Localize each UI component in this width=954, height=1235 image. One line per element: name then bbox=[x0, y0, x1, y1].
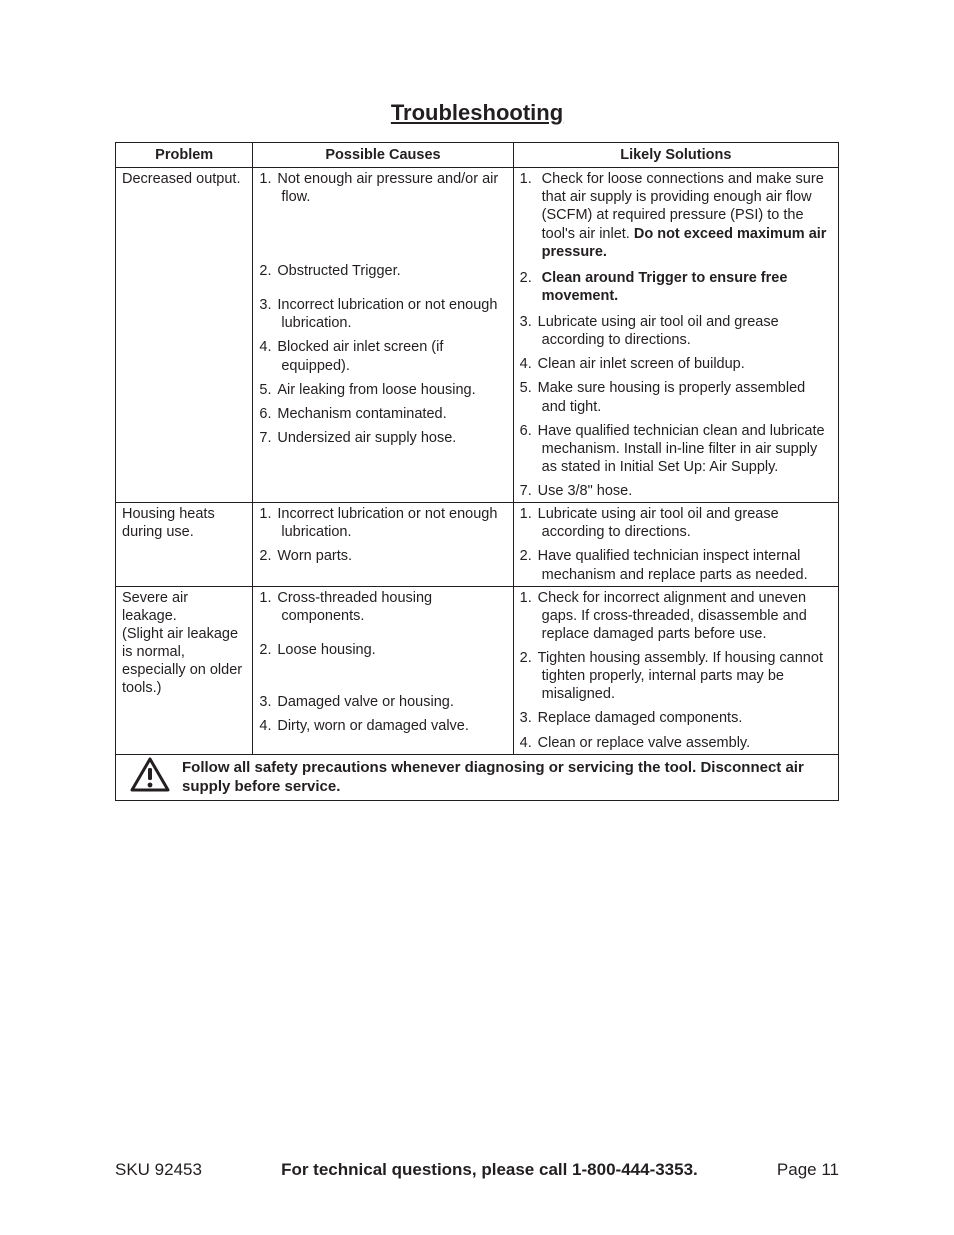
solution-item: Replace damaged components. bbox=[520, 709, 832, 733]
cell-causes: Incorrect lubrication or not enough lubr… bbox=[253, 503, 513, 587]
solution-item: Check for loose connections and make sur… bbox=[520, 170, 832, 269]
cause-item: Not enough air pressure and/or air flow. bbox=[259, 170, 506, 262]
cell-problem: Decreased output. bbox=[116, 168, 253, 503]
solution-item: Use 3/8" hose. bbox=[520, 482, 832, 500]
cause-item: Damaged valve or housing. bbox=[259, 693, 506, 717]
cause-item: Incorrect lubrication or not enough lubr… bbox=[259, 296, 506, 338]
cause-item: Incorrect lubrication or not enough lubr… bbox=[259, 505, 506, 547]
footer-sku: SKU 92453 bbox=[115, 1160, 202, 1180]
table-header-row: Problem Possible Causes Likely Solutions bbox=[116, 143, 839, 168]
table-footer-row: Follow all safety precautions whenever d… bbox=[116, 754, 839, 800]
cause-item: Loose housing. bbox=[259, 641, 506, 693]
header-problem: Problem bbox=[116, 143, 253, 168]
solution-item: Make sure housing is properly assembled … bbox=[520, 379, 832, 421]
cause-item: Worn parts. bbox=[259, 547, 506, 565]
solution-item: Clean around Trigger to ensure free move… bbox=[520, 269, 832, 313]
solution-item: Check for incorrect alignment and uneven… bbox=[520, 589, 832, 649]
warning-cell: Follow all safety precautions whenever d… bbox=[116, 754, 839, 800]
footer-phone: For technical questions, please call 1-8… bbox=[281, 1160, 698, 1180]
table-row: Severe air leakage. (Slight air leakage … bbox=[116, 586, 839, 754]
solution-item: Clean or replace valve assembly. bbox=[520, 734, 832, 752]
cause-item: Air leaking from loose housing. bbox=[259, 381, 506, 405]
cause-item: Obstructed Trigger. bbox=[259, 262, 506, 296]
cell-solutions: Check for loose connections and make sur… bbox=[513, 168, 838, 503]
solution-item: Lubricate using air tool oil and grease … bbox=[520, 505, 832, 547]
solution-item: Have qualified technician inspect intern… bbox=[520, 547, 832, 583]
solution-item: Have qualified technician clean and lubr… bbox=[520, 422, 832, 482]
page: Troubleshooting Problem Possible Causes … bbox=[0, 0, 954, 1235]
cell-problem: Severe air leakage. (Slight air leakage … bbox=[116, 586, 253, 754]
cell-causes: Cross-threaded housing components. Loose… bbox=[253, 586, 513, 754]
cause-item: Blocked air inlet screen (if equipped). bbox=[259, 338, 506, 380]
header-causes: Possible Causes bbox=[253, 143, 513, 168]
cell-problem: Housing heats during use. bbox=[116, 503, 253, 587]
warning-text: Follow all safety precautions whenever d… bbox=[182, 758, 832, 797]
cause-item: Cross-threaded housing components. bbox=[259, 589, 506, 641]
solution-item: Tighten housing assembly. If housing can… bbox=[520, 649, 832, 709]
warning-icon bbox=[130, 757, 170, 798]
solution-item: Lubricate using air tool oil and grease … bbox=[520, 313, 832, 355]
solution-item: Clean air inlet screen of buildup. bbox=[520, 355, 832, 379]
page-footer: SKU 92453 For technical questions, pleas… bbox=[115, 1160, 839, 1180]
table-row: Housing heats during use. Incorrect lubr… bbox=[116, 503, 839, 587]
cause-item: Mechanism contaminated. bbox=[259, 405, 506, 429]
table-row: Decreased output. Not enough air pressur… bbox=[116, 168, 839, 503]
cell-solutions: Lubricate using air tool oil and grease … bbox=[513, 503, 838, 587]
cell-causes: Not enough air pressure and/or air flow.… bbox=[253, 168, 513, 503]
header-solutions: Likely Solutions bbox=[513, 143, 838, 168]
solution-bold: Clean around Trigger to ensure free move… bbox=[542, 270, 788, 304]
cause-item: Dirty, worn or damaged valve. bbox=[259, 717, 506, 735]
troubleshooting-table: Problem Possible Causes Likely Solutions… bbox=[115, 142, 839, 801]
section-title: Troubleshooting bbox=[115, 100, 839, 126]
cause-item: Undersized air supply hose. bbox=[259, 429, 506, 447]
footer-page: Page 11 bbox=[777, 1160, 839, 1180]
cell-solutions: Check for incorrect alignment and uneven… bbox=[513, 586, 838, 754]
